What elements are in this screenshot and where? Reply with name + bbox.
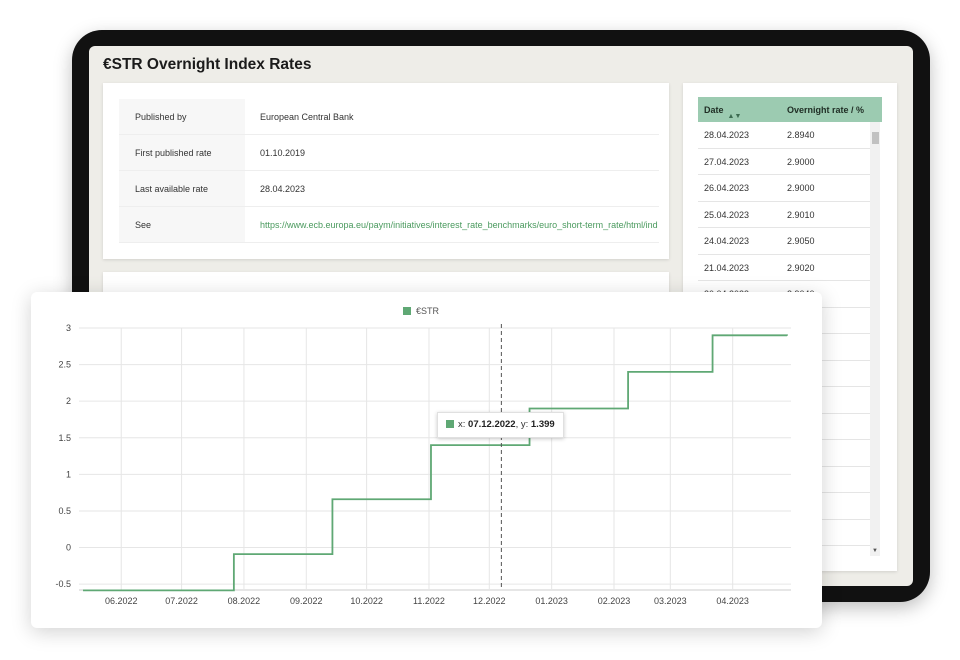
rate-value: 2.9010 <box>787 209 815 220</box>
rate-column-header[interactable]: Overnight rate / % <box>787 105 865 115</box>
rate-date: 28.04.2023 <box>704 130 750 140</box>
table-row[interactable]: 27.04.2023 2.9000 <box>698 149 870 175</box>
rates-table-header: Date ▲▼ Overnight rate / % <box>698 97 882 122</box>
table-row[interactable]: 25.04.2023 2.9010 <box>698 202 870 228</box>
tooltip-x-label: x: <box>458 419 469 430</box>
rate-value: 2.8940 <box>787 130 815 140</box>
tooltip-y-label: , y: <box>515 419 531 430</box>
chart-card: -0.5 0 0.5 1 1.5 2 2.5 3 06.2022 07.2022 08.2022 09… <box>31 292 822 628</box>
info-table: Published by European Central Bank First… <box>119 99 659 243</box>
info-value: European Central Bank <box>245 99 659 135</box>
rate-date: 27.04.2023 <box>704 156 750 167</box>
tooltip-swatch-icon <box>446 420 454 428</box>
info-value: https://www.ecb.europa.eu/paym/initiativ… <box>245 206 659 243</box>
rates-scrollbar[interactable]: ▼ <box>870 122 880 556</box>
x-tick-label: 09.2022 <box>290 596 323 606</box>
info-label: See <box>119 206 245 243</box>
info-label: First published rate <box>119 134 245 171</box>
x-tick-label: 07.2022 <box>165 596 198 606</box>
table-row[interactable]: 28.04.2023 2.8940 <box>698 122 870 149</box>
x-tick-label: 02.2023 <box>598 596 631 606</box>
info-row-published-by: Published by European Central Bank <box>119 99 659 135</box>
info-value: 28.04.2023 <box>245 170 659 207</box>
tooltip-x-value: 07.12.2022 <box>468 419 516 430</box>
rate-date: 25.04.2023 <box>704 209 750 220</box>
y-tick-label: 2.5 <box>58 360 71 370</box>
x-tick-label: 12.2022 <box>473 596 506 606</box>
info-value: 01.10.2019 <box>245 134 659 171</box>
y-tick-label: 0 <box>66 543 71 553</box>
date-column-header[interactable]: Date ▲▼ <box>704 105 742 120</box>
x-tick-label: 03.2023 <box>654 596 687 606</box>
info-row-last-available: Last available rate 28.04.2023 <box>119 170 659 207</box>
rate-date: 26.04.2023 <box>704 183 750 193</box>
legend-swatch-icon <box>403 307 411 315</box>
scroll-thumb[interactable] <box>872 132 879 144</box>
table-row[interactable]: 26.04.2023 2.9000 <box>698 175 870 202</box>
table-row[interactable]: 21.04.2023 2.9020 <box>698 255 870 281</box>
x-tick-label: 04.2023 <box>716 596 749 606</box>
x-tick-label: 10.2022 <box>350 596 383 606</box>
y-tick-label: 1 <box>66 469 71 479</box>
rate-value: 2.9000 <box>787 183 815 193</box>
info-card: Published by European Central Bank First… <box>103 83 669 259</box>
rate-value: 2.9020 <box>787 262 815 273</box>
scroll-down-icon[interactable]: ▼ <box>872 548 878 554</box>
info-label: Published by <box>119 99 245 135</box>
sort-arrows-icon[interactable]: ▲▼ <box>727 113 742 120</box>
page-title: €STR Overnight Index Rates <box>103 56 312 73</box>
y-tick-label: 2 <box>66 396 71 406</box>
x-tick-label: 06.2022 <box>105 596 138 606</box>
info-row-see: See https://www.ecb.europa.eu/paym/initi… <box>119 206 659 243</box>
rate-date: 21.04.2023 <box>704 262 750 273</box>
y-tick-label: -0.5 <box>55 579 71 589</box>
info-label: Last available rate <box>119 170 245 207</box>
x-tick-label: 08.2022 <box>228 596 261 606</box>
chart-tooltip: x: 07.12.2022, y: 1.399 <box>437 412 564 438</box>
y-tick-label: 1.5 <box>58 433 71 443</box>
rate-date: 24.04.2023 <box>704 236 750 246</box>
x-tick-label: 11.2022 <box>413 596 445 606</box>
table-row[interactable]: 24.04.2023 2.9050 <box>698 228 870 255</box>
x-tick-label: 01.2023 <box>535 596 568 606</box>
series-line <box>83 334 788 592</box>
y-tick-label: 3 <box>66 323 71 333</box>
rate-value: 2.9000 <box>787 156 815 167</box>
tooltip-y-value: 1.399 <box>530 419 555 430</box>
info-row-first-published: First published rate 01.10.2019 <box>119 134 659 171</box>
ecb-link[interactable]: https://www.ecb.europa.eu/paym/initiativ… <box>260 219 658 230</box>
rate-value: 2.9050 <box>787 236 815 246</box>
rate-chart[interactable]: -0.5 0 0.5 1 1.5 2 2.5 3 06.2022 07.2022 08.2022 09… <box>31 292 822 628</box>
legend-label: €STR <box>416 306 440 316</box>
y-tick-label: 0.5 <box>58 506 71 516</box>
